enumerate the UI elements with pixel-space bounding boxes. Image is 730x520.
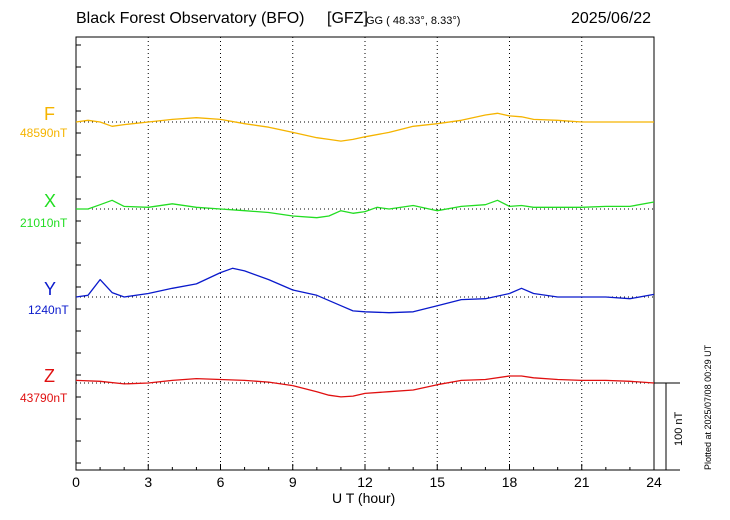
baseline-label-z: 43790nT	[20, 391, 68, 405]
baseline-label-f: 48590nT	[20, 126, 68, 140]
baseline-label-y: 1240nT	[28, 303, 69, 317]
scale-bar-label: 100 nT	[673, 411, 685, 446]
baseline-label-x: 21010nT	[20, 216, 68, 230]
institute-label: [GFZ]	[327, 10, 368, 27]
series-label-y: Y	[44, 279, 57, 299]
x-tick-label: 0	[72, 474, 80, 490]
chart-date: 2025/06/22	[571, 10, 652, 27]
series-line-x	[76, 199, 655, 219]
x-tick-label: 9	[289, 474, 297, 490]
series-label-x: X	[44, 191, 57, 211]
x-tick-label: 3	[144, 474, 152, 490]
chart-title: Black Forest Observatory (BFO)	[76, 10, 305, 27]
series-line-z	[75, 375, 655, 398]
station-coordinates: GG ( 48.33°, 8.33°)	[366, 15, 461, 27]
x-tick-label: 12	[357, 474, 373, 490]
x-axis-label: U T (hour)	[332, 490, 396, 506]
x-tick-label: 24	[646, 474, 662, 490]
series-line-y	[75, 267, 655, 314]
x-tick-label: 18	[502, 474, 518, 490]
x-tick-label: 6	[217, 474, 225, 490]
series-label-z: Z	[44, 366, 55, 386]
plotted-timestamp: Plotted at 2025/07/08 00:29 UT	[703, 344, 713, 470]
x-tick-label: 21	[574, 474, 590, 490]
x-tick-label: 15	[429, 474, 445, 490]
series-line-f	[75, 112, 654, 142]
series-label-f: F	[44, 104, 55, 124]
